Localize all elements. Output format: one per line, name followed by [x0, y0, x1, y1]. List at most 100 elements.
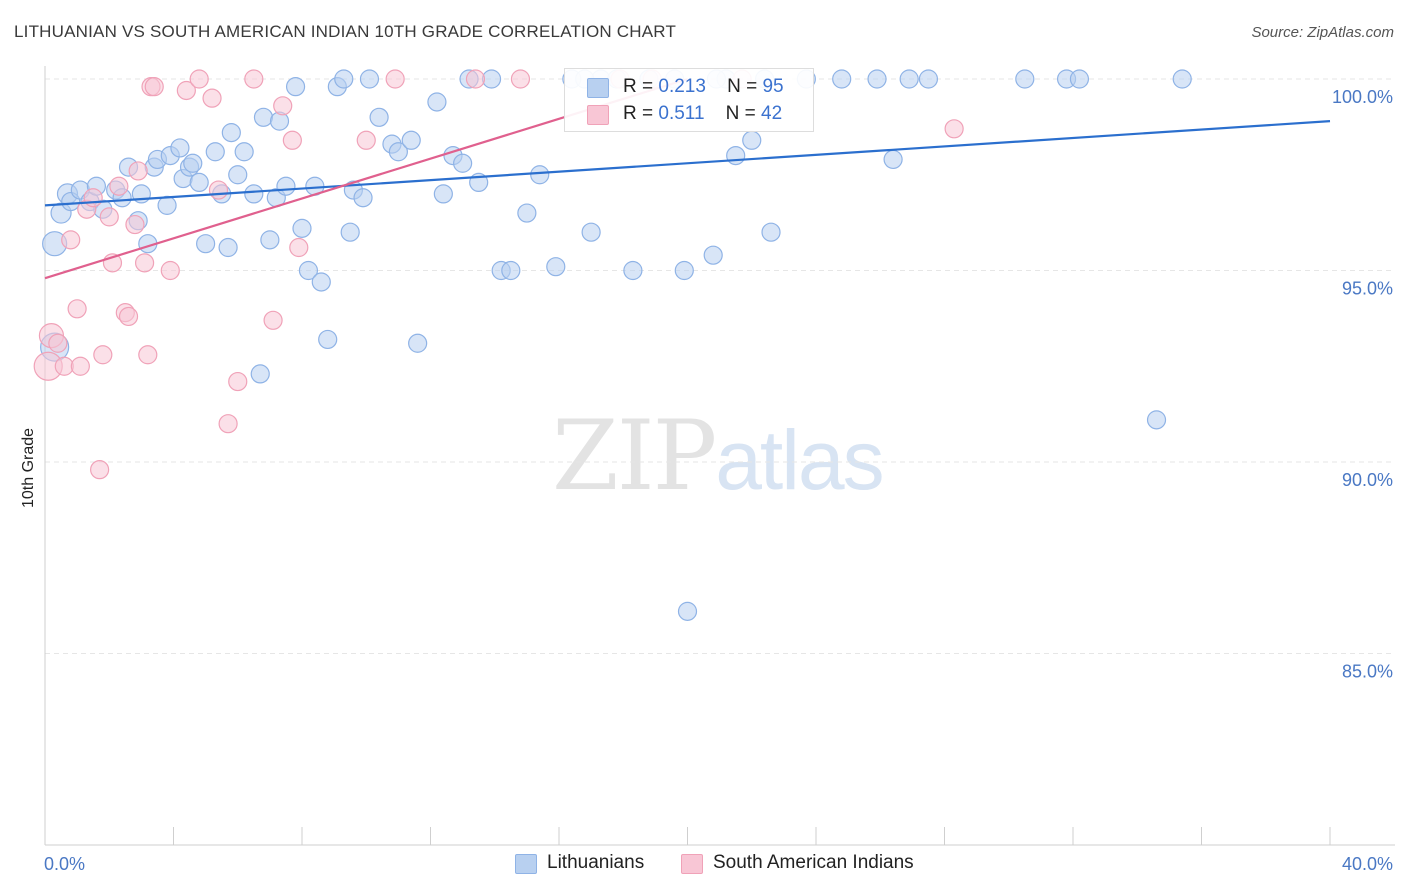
data-point — [250, 364, 270, 384]
data-point — [369, 107, 389, 127]
data-point — [623, 260, 643, 281]
x-tick-label: 40.0% — [1342, 854, 1393, 874]
bottom-legend-swatch-blue — [515, 854, 537, 874]
watermark-atlas: atlas — [715, 413, 884, 507]
data-point — [726, 146, 746, 166]
data-point — [1172, 69, 1192, 89]
data-point — [221, 123, 241, 143]
data-point — [263, 310, 283, 330]
data-point — [54, 356, 74, 376]
data-point — [356, 130, 376, 150]
lithuanians-points — [40, 69, 1192, 621]
data-point — [883, 149, 903, 170]
data-point — [196, 234, 216, 254]
watermark-zip: ZIP — [552, 400, 717, 512]
data-point — [134, 253, 155, 273]
data-point — [273, 96, 293, 116]
y-axis-label: 10th Grade — [20, 427, 37, 508]
data-point — [353, 188, 373, 208]
data-point — [340, 222, 360, 242]
data-point — [465, 69, 486, 89]
data-point — [157, 195, 177, 215]
bottom-legend-label: Lithuanians — [547, 852, 645, 873]
data-point — [234, 142, 254, 162]
legend-n-value: 42 — [761, 103, 783, 124]
data-point — [530, 165, 550, 185]
data-point — [228, 165, 248, 185]
data-point — [517, 203, 537, 223]
data-point — [674, 260, 694, 281]
chart-title: LITHUANIAN VS SOUTH AMERICAN INDIAN 10TH… — [14, 22, 677, 41]
data-point — [453, 153, 473, 173]
legend-n-label: N = — [725, 103, 756, 124]
data-point — [427, 92, 447, 112]
data-point — [899, 69, 919, 89]
data-point — [218, 237, 238, 258]
data-point — [144, 77, 164, 97]
data-point — [189, 172, 209, 193]
data-point — [581, 222, 601, 242]
data-point — [334, 69, 354, 89]
grid-lines — [45, 78, 1395, 654]
data-point — [83, 188, 103, 208]
data-point — [128, 161, 148, 181]
data-point — [501, 260, 521, 281]
data-point — [832, 69, 852, 89]
y-tick-label: 85.0% — [1342, 662, 1393, 682]
data-point — [260, 230, 280, 250]
bottom-legend-label: South American Indians — [713, 852, 914, 873]
axes — [44, 66, 1395, 846]
data-point — [93, 345, 113, 365]
watermark: ZIPatlas — [552, 400, 885, 512]
data-point — [118, 306, 139, 327]
data-point — [1069, 69, 1090, 89]
bottom-legend-swatch-pink — [681, 854, 703, 874]
data-point — [205, 142, 225, 162]
data-point — [70, 356, 90, 376]
data-point — [944, 119, 964, 139]
legend-r-value: 0.511 — [658, 103, 705, 124]
data-point — [189, 69, 209, 89]
data-point — [401, 130, 421, 150]
data-point — [761, 222, 781, 242]
legend-r-value: 0.213 — [658, 76, 706, 97]
data-point — [742, 130, 762, 150]
data-point — [546, 257, 566, 277]
data-point — [99, 207, 119, 227]
y-tick-label: 90.0% — [1342, 470, 1393, 490]
data-point — [228, 371, 248, 392]
legend-n-label: N = — [727, 76, 758, 97]
data-point — [677, 601, 698, 621]
data-point — [61, 230, 81, 250]
y-tick-label: 100.0% — [1332, 87, 1393, 107]
source-label: Source: ZipAtlas.com — [1251, 24, 1394, 41]
legend-swatch-pink — [587, 105, 609, 125]
data-point — [292, 218, 312, 238]
data-point — [160, 260, 180, 281]
data-point — [318, 329, 338, 350]
data-point — [109, 176, 129, 196]
data-point — [138, 345, 158, 365]
data-point — [433, 184, 453, 204]
data-point — [90, 460, 110, 480]
legend-r-label: R = — [623, 76, 654, 97]
data-point — [176, 80, 196, 101]
legend-n-value: 95 — [762, 76, 784, 97]
data-point — [208, 180, 229, 200]
data-point — [298, 260, 319, 281]
data-point — [282, 130, 302, 150]
data-point — [202, 88, 222, 108]
data-point — [218, 414, 238, 434]
data-point — [48, 333, 68, 353]
data-point — [170, 138, 190, 158]
trend-line — [44, 120, 1331, 207]
y-tick-label: 95.0% — [1342, 279, 1393, 299]
legend: R = 0.213 N = 95 R = 0.511 N = 42 — [564, 68, 814, 132]
data-point — [311, 272, 331, 292]
data-point — [388, 142, 408, 162]
data-point — [253, 107, 274, 127]
data-point — [285, 77, 306, 97]
data-point — [510, 69, 531, 89]
data-point — [481, 69, 502, 89]
